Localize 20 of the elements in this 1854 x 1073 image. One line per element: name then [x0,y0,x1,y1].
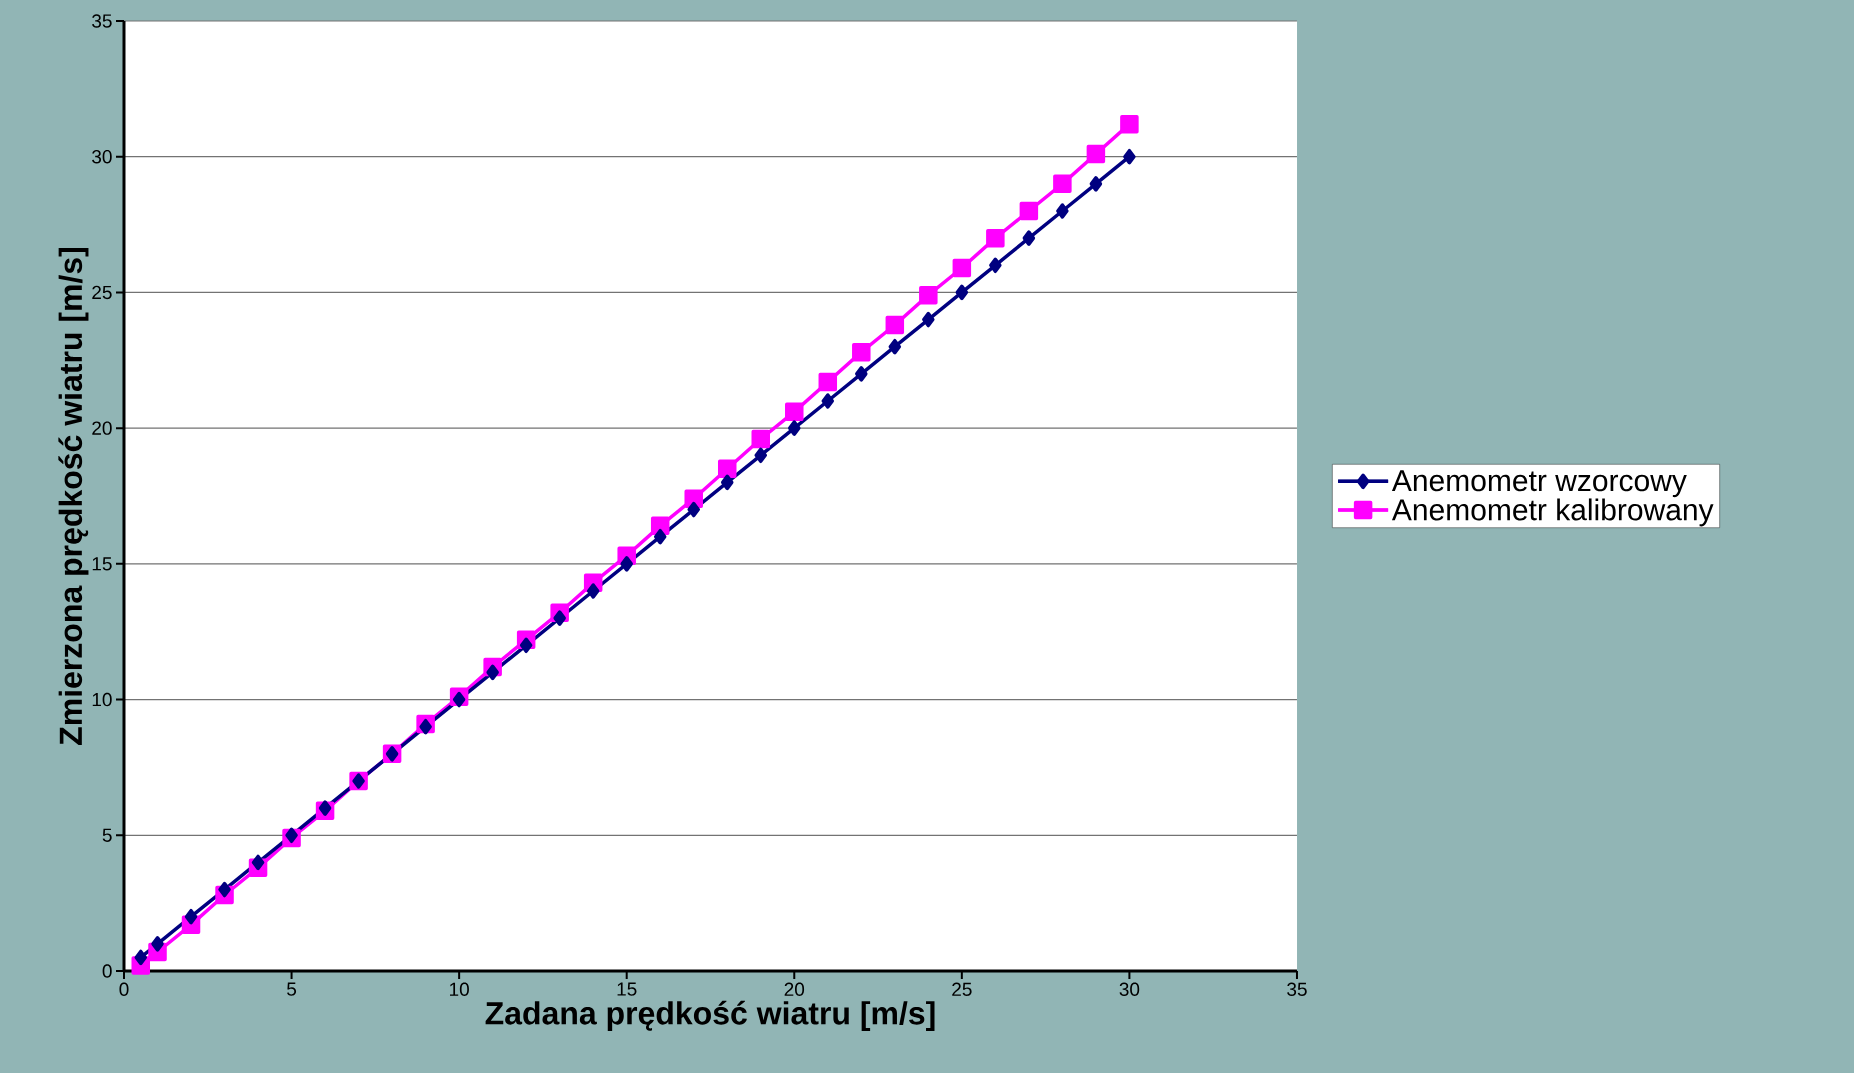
y-tick-label: 25 [92,285,112,300]
y-tick-label: 5 [102,828,112,842]
x-tick-label: 35 [1287,982,1307,996]
y-axis-title: Zmierzona prędkość wiatru [m/s] [58,247,89,745]
y-tick-label: 0 [102,964,112,978]
y-tick-label: 30 [92,149,112,164]
y-tick-label: 10 [92,692,112,707]
x-tick-label: 0 [119,982,129,996]
x-tick-label: 30 [1119,982,1140,996]
x-tick-label: 25 [952,982,972,996]
x-tick-label: 15 [617,982,637,996]
x-tick-label: 5 [287,982,297,996]
y-tick-label: 35 [92,14,112,28]
x-tick-label: 10 [450,982,469,996]
y-tick-label: 20 [92,421,112,435]
legend-label: Anemometr kalibrowany [1391,498,1714,527]
legend-label: Anemometr wzorcowy [1391,470,1687,498]
x-axis-title: Zadana prędkość wiatru [m/s] [485,1000,935,1031]
y-tick-label: 15 [92,557,112,571]
x-tick-label: 20 [784,982,805,996]
